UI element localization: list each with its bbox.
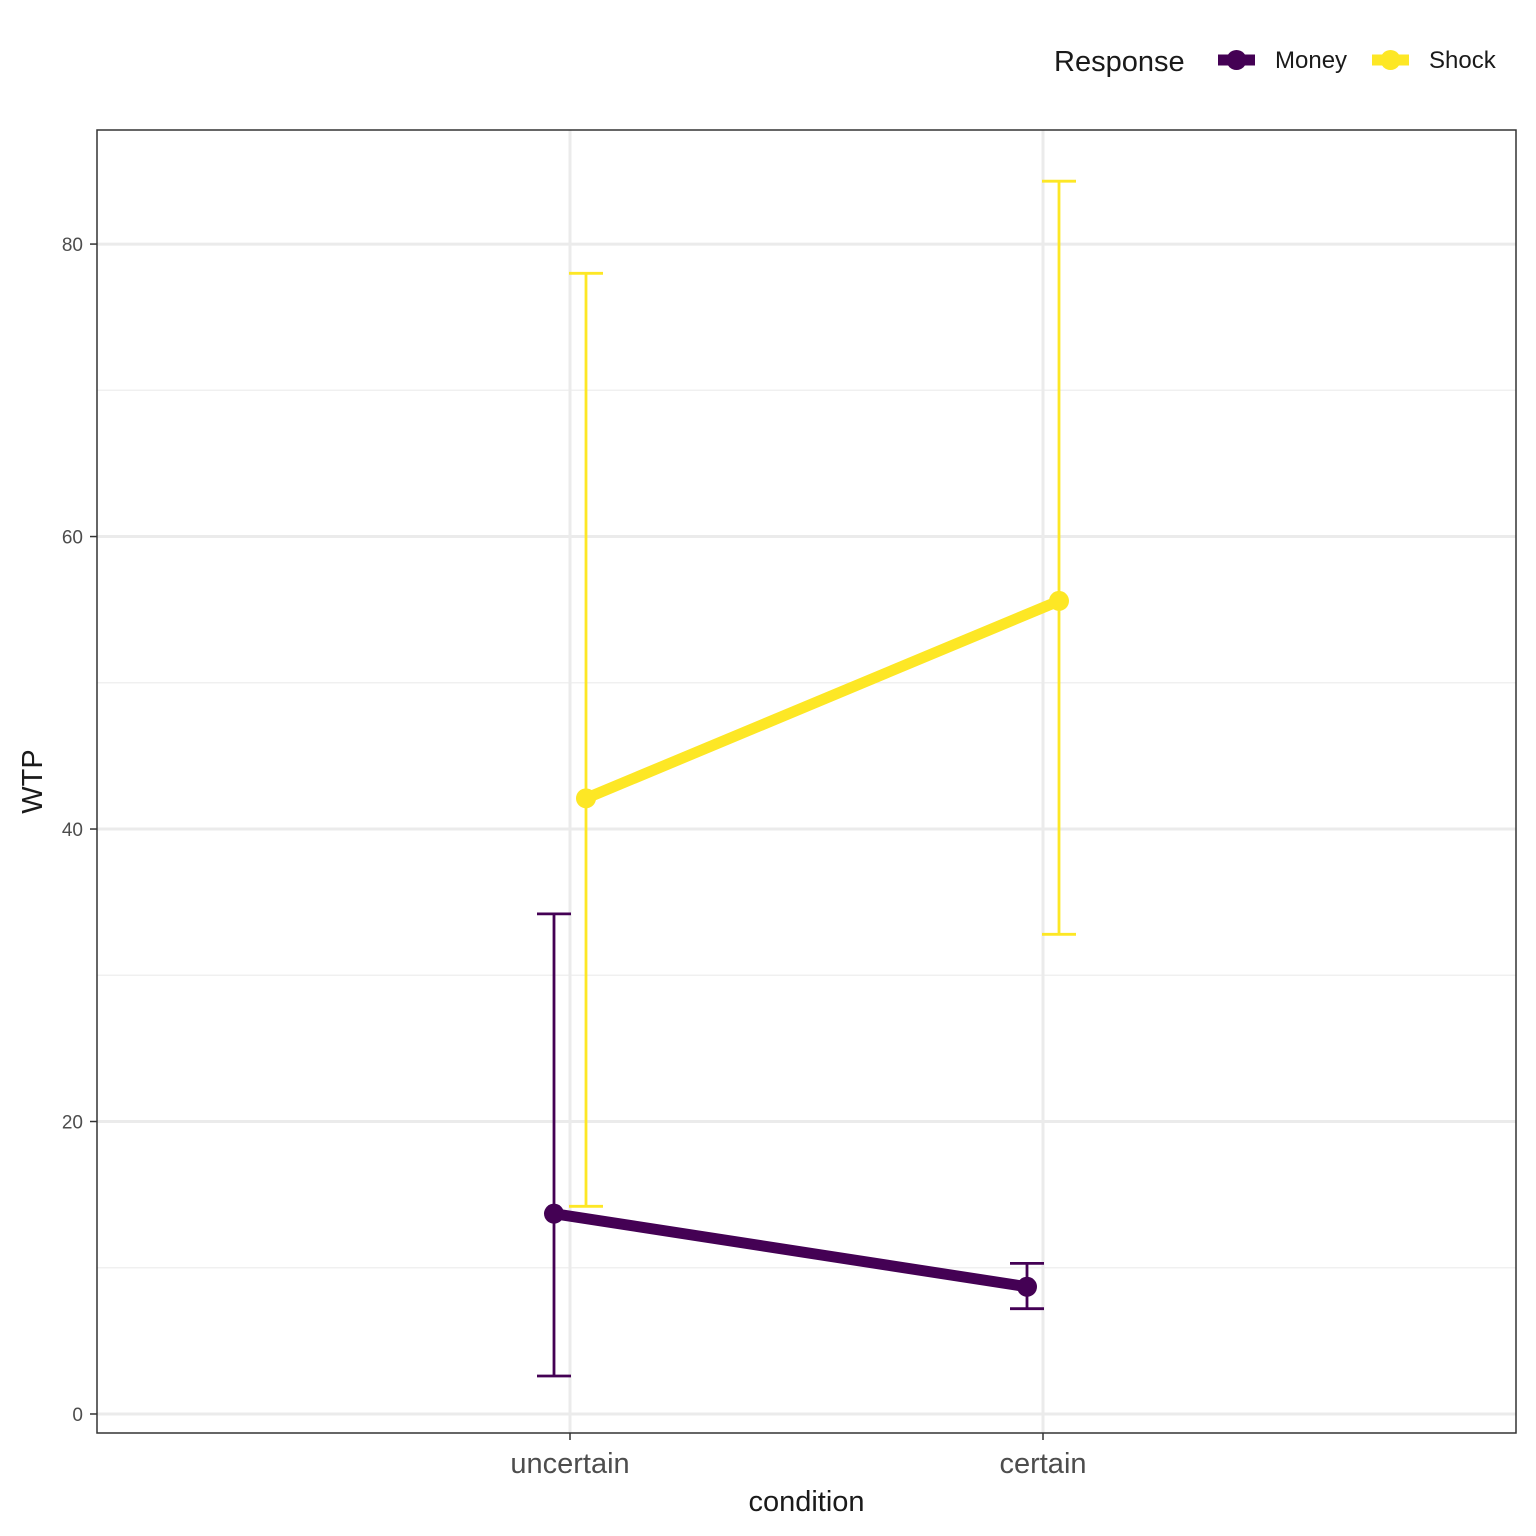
x-axis-title: condition bbox=[748, 1486, 864, 1518]
legend-items: Money Shock bbox=[1218, 47, 1497, 74]
axes: 0 20 40 60 80 uncertain certain bbox=[62, 235, 1087, 1480]
y-axis-title: WTP bbox=[17, 749, 49, 813]
series-line-shock bbox=[583, 595, 1062, 804]
point-shock bbox=[576, 788, 596, 809]
panel-border bbox=[96, 129, 1517, 1434]
series-layer bbox=[537, 179, 1076, 1378]
point-money bbox=[1017, 1276, 1037, 1297]
legend-key-point-shock bbox=[1380, 50, 1401, 70]
y-tick-label: 80 bbox=[62, 235, 83, 256]
x-tick-label: certain bbox=[999, 1448, 1086, 1480]
legend-label-money: Money bbox=[1275, 47, 1347, 74]
legend-key-point-money bbox=[1226, 50, 1247, 70]
legend-item-money: Money bbox=[1218, 47, 1347, 74]
legend-label-shock: Shock bbox=[1429, 47, 1497, 74]
y-tick-label: 40 bbox=[62, 820, 83, 841]
y-tick-label: 0 bbox=[72, 1405, 83, 1426]
y-tick-label: 20 bbox=[62, 1113, 83, 1134]
x-tick-label: uncertain bbox=[510, 1448, 629, 1480]
point-shock bbox=[1049, 590, 1069, 611]
legend: Response Money Shock bbox=[1054, 46, 1497, 78]
legend-title: Response bbox=[1054, 46, 1185, 78]
point-money bbox=[544, 1203, 564, 1224]
series-line-money bbox=[553, 1208, 1028, 1293]
y-tick-label: 60 bbox=[62, 528, 83, 549]
legend-item-shock: Shock bbox=[1372, 47, 1497, 74]
